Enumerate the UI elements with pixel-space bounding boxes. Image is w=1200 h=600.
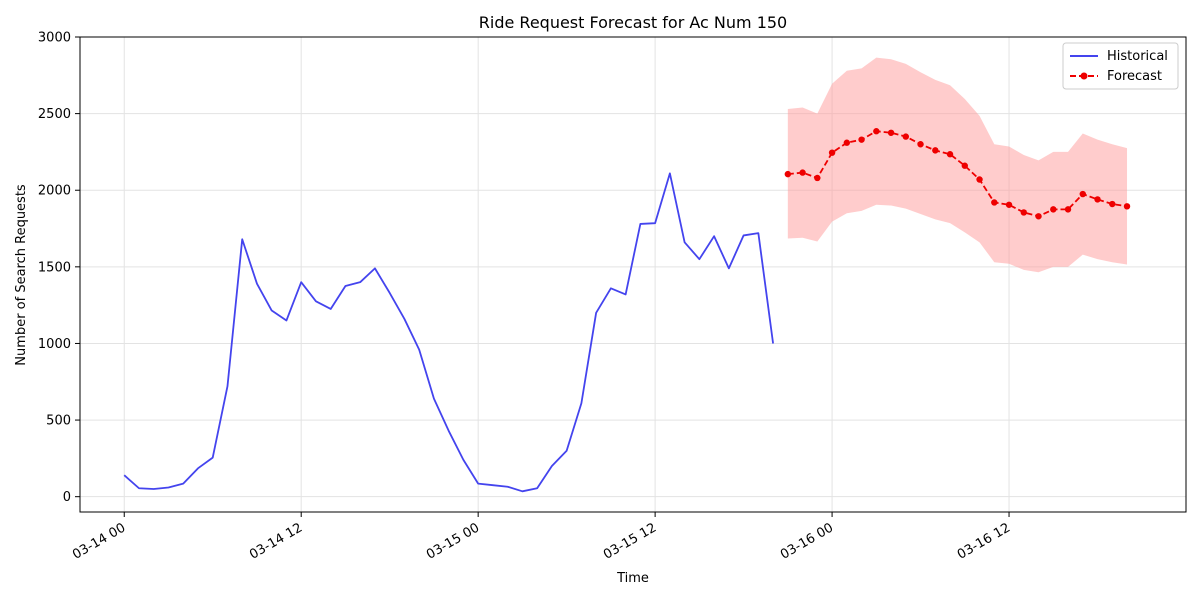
historical-line	[123, 172, 774, 493]
legend-forecast-label: Forecast	[1107, 69, 1162, 84]
forecast-point	[1079, 190, 1086, 198]
forecast-point	[858, 136, 865, 143]
forecast-confidence-band	[787, 57, 1128, 273]
legend-box	[1062, 42, 1179, 90]
x-axis-label: Time	[616, 571, 649, 586]
forecast-point	[887, 129, 895, 136]
forecast-point	[1094, 196, 1101, 203]
chart-title: Ride Request Forecast for Ac Num 150	[479, 13, 787, 32]
y-tick-label: 3000	[38, 31, 71, 46]
forecast-point	[976, 176, 983, 183]
y-tick-label: 2500	[38, 107, 71, 122]
forecast-point	[902, 133, 910, 140]
forecast-point	[1020, 209, 1027, 216]
y-tick-label: 1000	[38, 337, 71, 352]
forecast-point	[991, 199, 998, 206]
plot-frame	[79, 36, 1187, 513]
y-axis: 0 500 1000 1500 2000 2500 3000	[38, 31, 80, 505]
forecast-point	[1005, 201, 1013, 208]
forecast-point	[1109, 200, 1116, 208]
confidence-band-layer	[787, 57, 1128, 273]
forecast-point	[1064, 206, 1072, 213]
legend-historical-label: Historical	[1107, 49, 1168, 64]
y-tick-label: 500	[46, 414, 71, 429]
forecast-point	[917, 141, 924, 148]
y-axis-label: Number of Search Requests	[14, 184, 29, 366]
forecast-point	[814, 174, 821, 182]
forecast-point	[1050, 206, 1057, 213]
forecast-point	[828, 149, 836, 156]
y-tick-label: 0	[63, 490, 71, 505]
forecast-point	[799, 169, 806, 176]
forecast-point	[932, 147, 939, 154]
legend: Historical Forecast	[1062, 42, 1179, 90]
forecast-point	[784, 170, 792, 178]
y-tick-label: 1500	[38, 260, 71, 275]
forecast-point	[1035, 213, 1042, 220]
forecast-point	[946, 151, 954, 158]
series-layer	[123, 128, 1131, 493]
y-tick-label: 2000	[38, 184, 71, 199]
legend-forecast-marker	[1080, 72, 1088, 80]
forecast-point	[961, 162, 968, 169]
forecast-point	[1123, 203, 1131, 210]
forecast-point	[843, 139, 851, 146]
forecast-point	[873, 128, 880, 135]
